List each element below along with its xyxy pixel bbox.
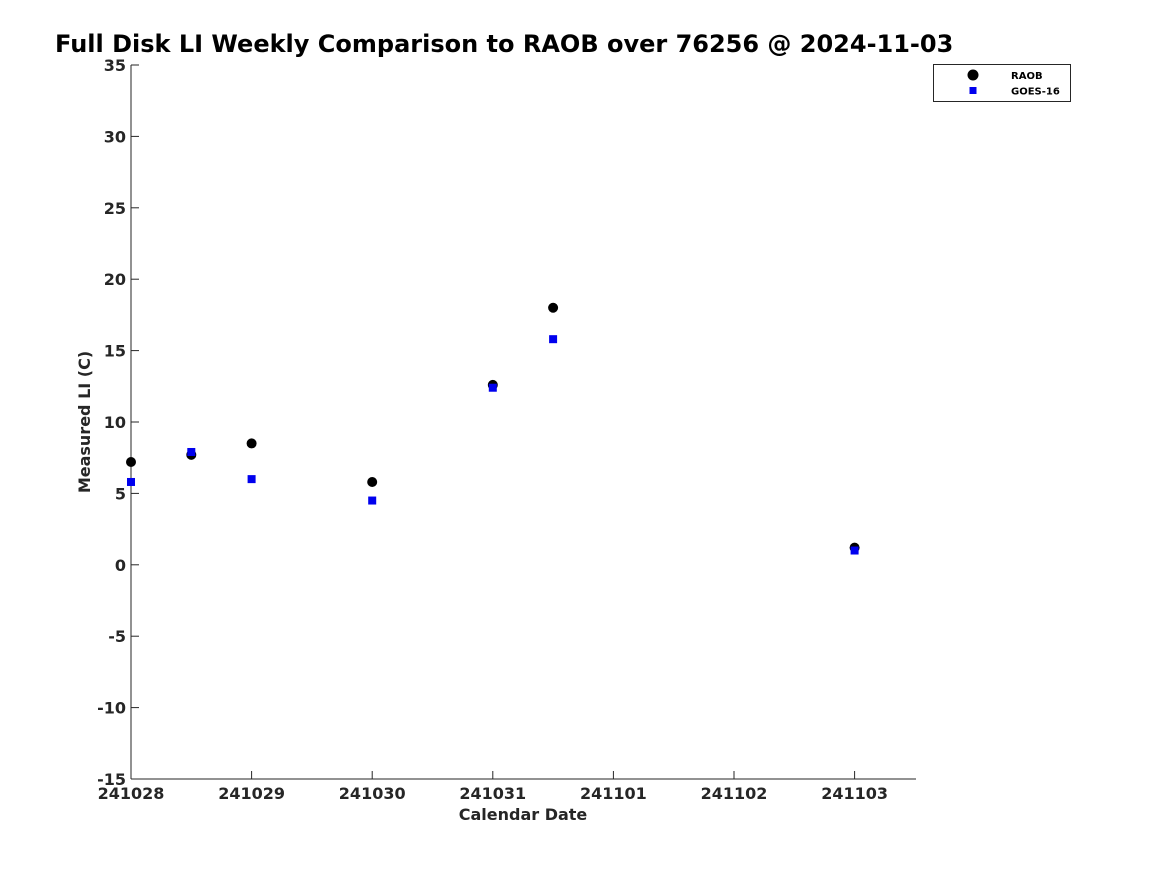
x-axis-label: Calendar Date <box>459 805 588 824</box>
goes-point <box>127 477 135 486</box>
goes-point <box>488 383 497 392</box>
y-tick-label: 5 <box>115 484 126 503</box>
legend-box <box>933 64 1071 102</box>
chart-title: Full Disk LI Weekly Comparison to RAOB o… <box>55 30 953 58</box>
data-marks <box>126 302 860 555</box>
legend-label: RAOB <box>1011 71 1043 82</box>
y-tick-label: 25 <box>104 199 126 218</box>
raob-point <box>548 302 559 313</box>
y-tick-label: 35 <box>104 56 126 75</box>
x-tick-label: 241030 <box>339 784 406 803</box>
goes-point <box>549 335 558 344</box>
x-tick-label: 241029 <box>218 784 285 803</box>
x-tick-label: 241031 <box>459 784 526 803</box>
legend: RAOB GOES-16 <box>933 64 1071 102</box>
goes-point <box>247 475 256 484</box>
y-tick-label: 15 <box>104 342 126 361</box>
y-tick-label: 0 <box>115 556 126 575</box>
goes-point <box>187 447 196 456</box>
goes-point <box>368 496 377 505</box>
raob-point <box>126 456 136 467</box>
x-tick-label: 241101 <box>580 784 647 803</box>
axes: -15 -10 -5 0 5 10 15 20 25 30 35 241028 241029 241030… <box>97 56 916 803</box>
y-axis-label: Measured LI (C) <box>75 351 94 493</box>
y-tick-label: -15 <box>97 770 126 789</box>
y-tick-label: 30 <box>104 127 126 146</box>
raob-point <box>246 438 257 449</box>
goes-point <box>850 546 859 555</box>
legend-circle-marker <box>967 69 979 81</box>
x-tick-label: 241028 <box>98 784 165 803</box>
x-tick-label: 241102 <box>701 784 768 803</box>
y-tick-label: 20 <box>104 270 126 289</box>
y-tick-label: -5 <box>108 627 126 646</box>
y-tick-label: -10 <box>97 699 126 718</box>
raob-point <box>367 476 378 487</box>
x-tick-label: 241103 <box>821 784 888 803</box>
legend-label: GOES-16 <box>1011 87 1060 98</box>
y-tick-label: 10 <box>104 413 126 432</box>
legend-square-marker <box>969 87 977 94</box>
